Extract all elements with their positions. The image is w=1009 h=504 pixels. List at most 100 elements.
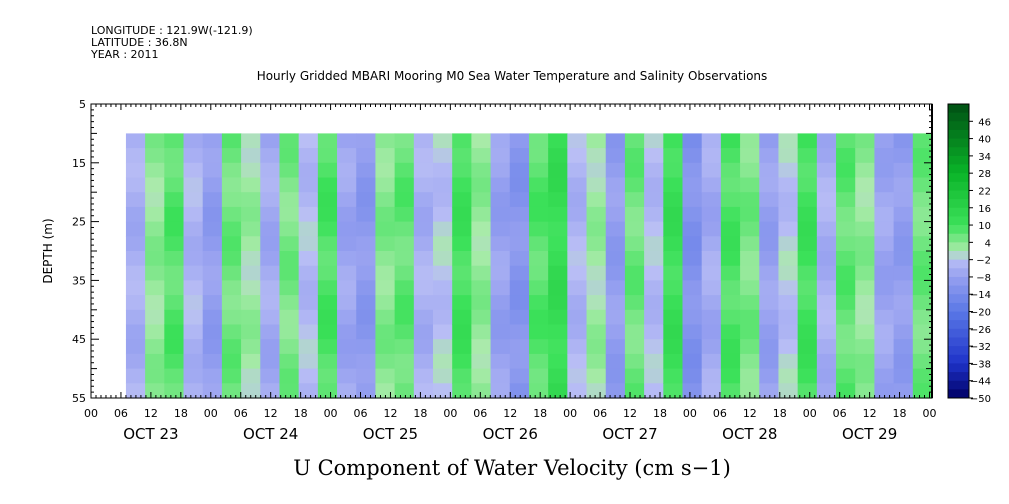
heatmap-cell (836, 368, 856, 384)
x-tick-label: 12 (503, 407, 517, 420)
heatmap-cell (893, 339, 914, 355)
heatmap-cell (548, 265, 568, 281)
heatmap-cell (855, 383, 876, 399)
heatmap-cell (394, 221, 415, 237)
heatmap-cell (433, 368, 453, 384)
heatmap-cell (452, 265, 472, 281)
heatmap-cell (241, 133, 261, 149)
heatmap-cell (433, 206, 453, 223)
colorbar-swatch (948, 268, 969, 278)
heatmap-cell (298, 251, 319, 267)
heatmap-cell (816, 309, 837, 326)
heatmap-cell (778, 309, 799, 326)
heatmap-cell (740, 192, 760, 208)
heatmap-cell (855, 309, 876, 326)
heatmap-cell (797, 148, 818, 164)
heatmap-cell (298, 280, 319, 296)
heatmap-cell (413, 221, 434, 237)
colorbar-swatch (948, 320, 969, 330)
heatmap-cell (145, 221, 165, 237)
heatmap-cell (433, 309, 453, 326)
heatmap-cell (471, 251, 492, 267)
heatmap-cell (816, 339, 837, 355)
heatmap-cell (183, 177, 204, 193)
heatmap-cell (528, 339, 549, 355)
heatmap-cell (912, 206, 933, 223)
heatmap-cell (624, 221, 645, 237)
heatmap-cell (125, 295, 146, 311)
heatmap-cell (221, 192, 242, 208)
heatmap-cell (317, 383, 338, 399)
heatmap-cell (433, 221, 453, 237)
heatmap-cell (202, 221, 223, 237)
heatmap-cell (624, 265, 645, 281)
colorbar-swatch (948, 285, 969, 295)
heatmap-cell (720, 353, 741, 370)
x-tick-label: 06 (713, 407, 727, 420)
heatmap-cell (221, 236, 242, 252)
heatmap-cell (433, 192, 453, 208)
x-tick-label: 00 (803, 407, 817, 420)
heatmap-cell (298, 148, 319, 164)
heatmap-cell (605, 324, 626, 340)
heatmap-cell (701, 177, 722, 193)
heatmap-cell (490, 221, 511, 237)
heatmap-cell (375, 295, 396, 311)
heatmap-cell (183, 236, 204, 252)
heatmap-cell (241, 148, 261, 164)
heatmap-cell (548, 221, 568, 237)
x-tick-label: 00 (204, 407, 218, 420)
heatmap-cell (644, 353, 664, 370)
heatmap-cell (855, 339, 876, 355)
heatmap-cell (644, 339, 664, 355)
heatmap-cell (413, 295, 434, 311)
heatmap-cell (509, 280, 530, 296)
heatmap-cell (663, 265, 684, 281)
heatmap-cell (260, 251, 281, 267)
heatmap-cell (567, 339, 588, 355)
heatmap-cell (836, 295, 856, 311)
heatmap-cell (644, 309, 664, 326)
heatmap-cell (759, 353, 780, 370)
heatmap-cell (509, 368, 530, 384)
heatmap-cell (586, 295, 607, 311)
heatmap-cell (720, 265, 741, 281)
heatmap-cell (682, 177, 703, 193)
heatmap-cell (183, 339, 204, 355)
heatmap-cell (183, 251, 204, 267)
heatmap-cell (183, 192, 204, 208)
heatmap-cell (740, 368, 760, 384)
heatmap-cell (567, 265, 588, 281)
heatmap-cell (663, 192, 684, 208)
heatmap-cell (528, 192, 549, 208)
heatmap-cell (663, 280, 684, 296)
heatmap-cell (701, 221, 722, 237)
heatmap-cell (202, 148, 223, 164)
heatmap-cell (893, 383, 914, 399)
heatmap-cell (260, 280, 281, 296)
heatmap-cell (586, 309, 607, 326)
heatmap-cell (241, 295, 261, 311)
heatmap-cell (260, 339, 281, 355)
heatmap-cell (183, 295, 204, 311)
heatmap-cell (433, 353, 453, 370)
heatmap-cell (221, 206, 242, 223)
heatmap-cell (125, 192, 146, 208)
day-label: OCT 25 (363, 425, 418, 443)
heatmap-cell (701, 265, 722, 281)
heatmap-cell (797, 206, 818, 223)
colorbar: 46 40 34 28 22 16 10 4 −2 −8 −14 −20 −26 −32 −38 −44 −50 (947, 103, 991, 405)
heatmap-cell (644, 206, 664, 223)
colorbar-tick-label: −38 (970, 359, 991, 370)
heatmap-cell (279, 309, 300, 326)
colorbar-frame (947, 103, 970, 399)
x-tick-label: 00 (324, 407, 338, 420)
heatmap-cell (605, 177, 626, 193)
heatmap-cell (279, 324, 300, 340)
colorbar-swatch (948, 354, 969, 364)
x-tick-label: 06 (354, 407, 368, 420)
heatmap-cell (778, 148, 799, 164)
heatmap-cell (528, 133, 549, 149)
heatmap-cell (893, 148, 914, 164)
heatmap-cell (221, 383, 242, 399)
